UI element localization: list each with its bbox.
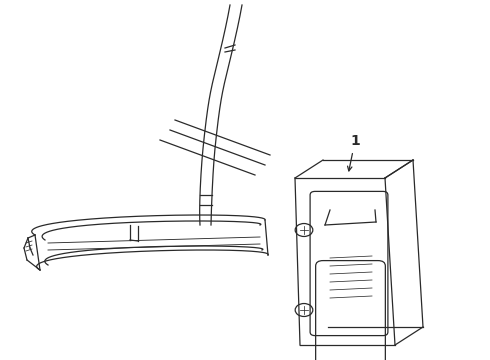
Text: 1: 1: [347, 134, 360, 171]
